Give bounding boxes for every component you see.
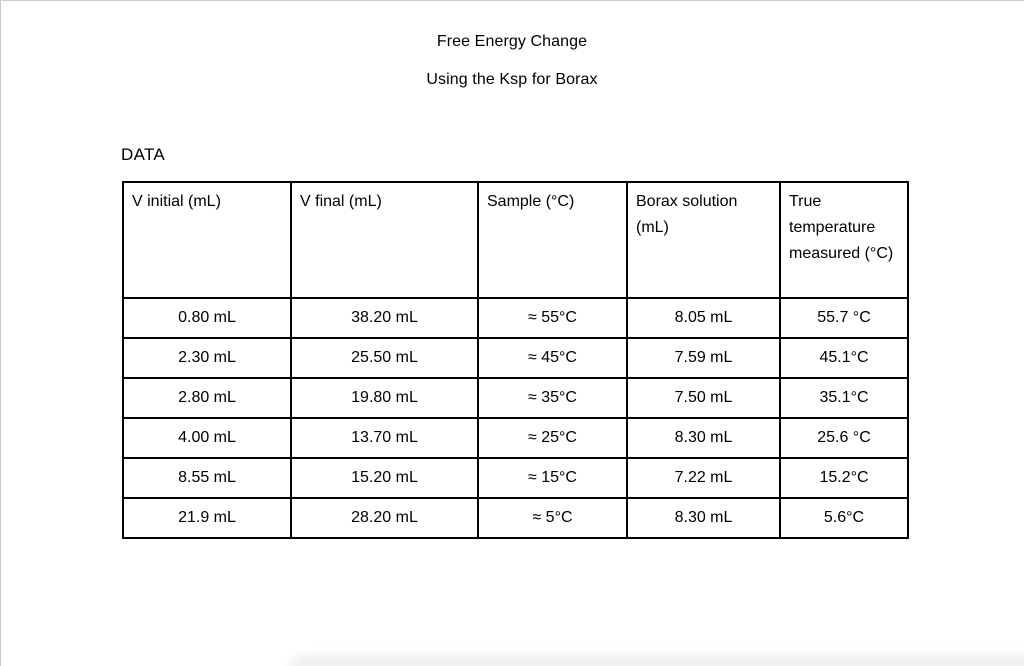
table-cell: 15.2°C [779, 457, 909, 499]
data-table: V initial (mL) V final (mL) Sample (°C) Bor… [122, 181, 909, 539]
table-cell: 19.80 mL [290, 377, 479, 419]
table-row: 8.55 mL 15.20 mL ≈ 15°C 7.22 mL 15.2°C [122, 457, 909, 499]
table-cell: ≈ 25°C [477, 417, 628, 459]
table-cell: 0.80 mL [122, 297, 292, 339]
table-cell: 8.30 mL [626, 417, 781, 459]
table-cell: ≈ 45°C [477, 337, 628, 379]
table-cell: 28.20 mL [290, 497, 479, 539]
table-header-row: V initial (mL) V final (mL) Sample (°C) Bor… [122, 181, 909, 299]
table-cell: 2.80 mL [122, 377, 292, 419]
table-cell: 8.55 mL [122, 457, 292, 499]
table-cell: ≈ 35°C [477, 377, 628, 419]
table-cell: 7.50 mL [626, 377, 781, 419]
table-cell: 8.05 mL [626, 297, 781, 339]
table-row: 0.80 mL 38.20 mL ≈ 55°C 8.05 mL 55.7 °C [122, 297, 909, 339]
window-top-edge [0, 0, 1024, 1]
background-window-edge [288, 654, 1024, 666]
column-header: Borax solution (mL) [626, 181, 781, 299]
table-cell: 45.1°C [779, 337, 909, 379]
table-cell: 2.30 mL [122, 337, 292, 379]
column-header: V initial (mL) [122, 181, 292, 299]
table-cell: 7.59 mL [626, 337, 781, 379]
table-cell: 38.20 mL [290, 297, 479, 339]
table-cell: 25.50 mL [290, 337, 479, 379]
window-left-edge [0, 0, 1, 666]
table-cell: 13.70 mL [290, 417, 479, 459]
table-cell: 21.9 mL [122, 497, 292, 539]
column-header: Sample (°C) [477, 181, 628, 299]
table-cell: ≈ 55°C [477, 297, 628, 339]
document-title: Free Energy Change [436, 33, 588, 50]
column-header: True temperature measured (°C) [779, 181, 909, 299]
table-cell: 35.1°C [779, 377, 909, 419]
table-cell: 55.7 °C [779, 297, 909, 339]
table-cell: 4.00 mL [122, 417, 292, 459]
table-cell: 5.6°C [779, 497, 909, 539]
table-row: 2.80 mL 19.80 mL ≈ 35°C 7.50 mL 35.1°C [122, 377, 909, 419]
section-heading-data: DATA [121, 145, 166, 164]
table-row: 21.9 mL 28.20 mL ≈ 5°C 8.30 mL 5.6°C [122, 497, 909, 539]
table-cell: 15.20 mL [290, 457, 479, 499]
table-cell: 25.6 °C [779, 417, 909, 459]
table-cell: 8.30 mL [626, 497, 781, 539]
table-cell: ≈ 15°C [477, 457, 628, 499]
table-cell: ≈ 5°C [477, 497, 628, 539]
document-subtitle: Using the Ksp for Borax [426, 71, 598, 88]
table-row: 2.30 mL 25.50 mL ≈ 45°C 7.59 mL 45.1°C [122, 337, 909, 379]
table-row: 4.00 mL 13.70 mL ≈ 25°C 8.30 mL 25.6 °C [122, 417, 909, 459]
column-header: V final (mL) [290, 181, 479, 299]
table-cell: 7.22 mL [626, 457, 781, 499]
